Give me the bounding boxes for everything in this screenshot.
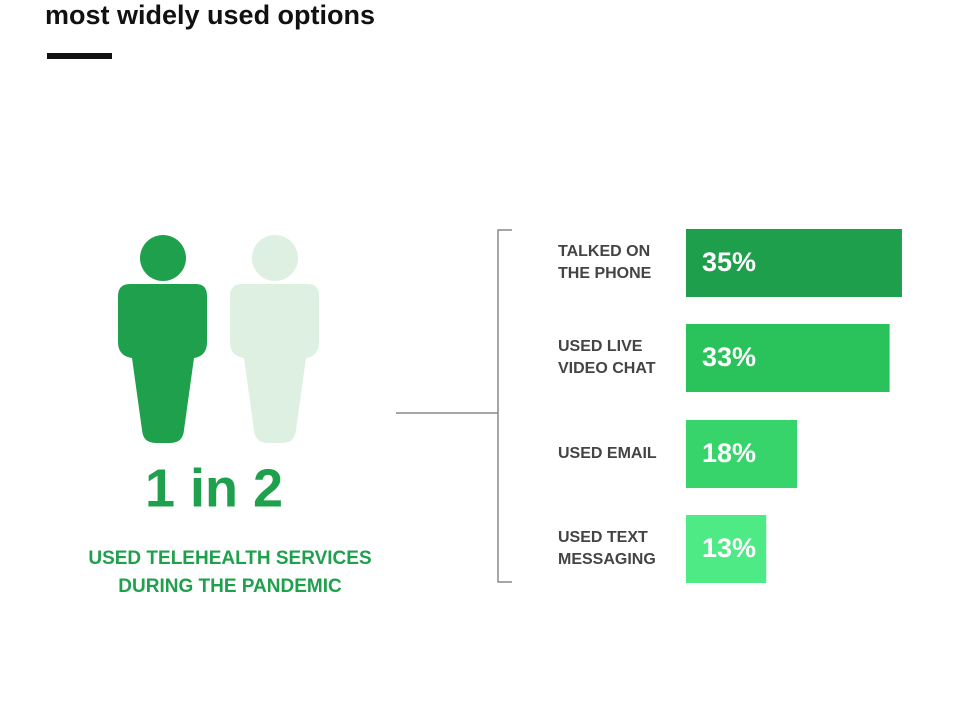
person-filled (118, 235, 207, 443)
category-label: USED TEXT MESSAGING (558, 529, 656, 568)
category-label: USED LIVE VIDEO CHAT (558, 338, 656, 377)
category-label: USED EMAIL (558, 445, 657, 462)
person-empty (230, 235, 319, 443)
value-label: 33% (702, 342, 756, 372)
stat-value: 1 in 2 (145, 458, 283, 518)
bar (686, 515, 767, 583)
bracket (396, 229, 512, 583)
stat-caption: USED TELEHEALTH SERVICES (88, 548, 371, 569)
bar (686, 229, 902, 297)
category-label: TALKED ON THE PHONE (558, 243, 652, 282)
bar (686, 420, 798, 488)
value-label: 18% (702, 438, 756, 468)
bar (686, 324, 890, 392)
stat-caption: DURING THE PANDEMIC (118, 576, 342, 597)
value-label: 13% (702, 533, 756, 563)
value-label: 35% (702, 247, 756, 277)
title: most widely used options (45, 0, 375, 30)
title-underline (47, 53, 112, 59)
